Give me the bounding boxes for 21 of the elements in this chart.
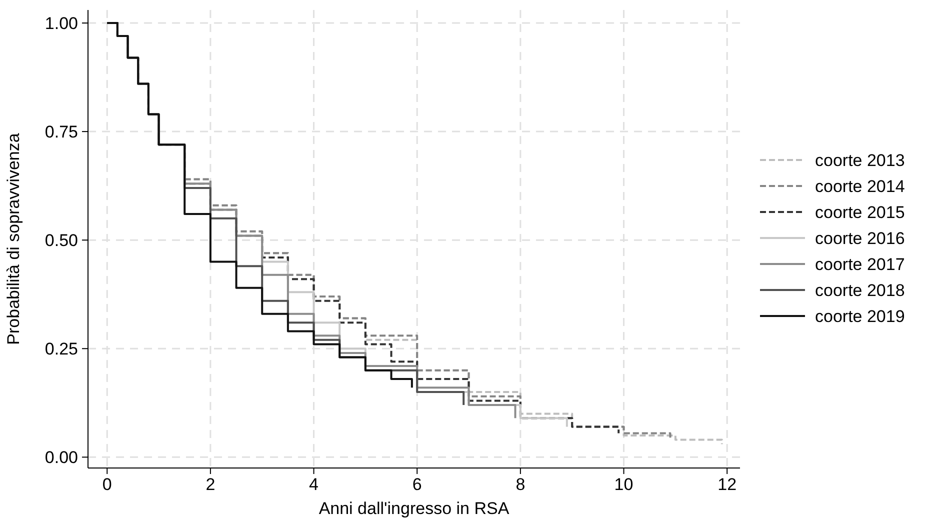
y-tick-label: 0.75: [44, 122, 78, 142]
legend-label: coorte 2013: [815, 151, 905, 170]
y-tick-label: 0.25: [44, 340, 78, 359]
legend-label: coorte 2014: [815, 177, 905, 196]
x-tick-label: 12: [718, 475, 737, 494]
x-tick-label: 0: [102, 475, 112, 494]
y-tick-label: 0.00: [44, 448, 78, 468]
x-tick-label: 8: [516, 475, 526, 494]
legend-label: coorte 2017: [815, 255, 905, 274]
y-axis-title: Probabilità di sopravvivenza: [4, 132, 23, 345]
legend-label: coorte 2016: [815, 229, 905, 248]
y-tick-label: 0.50: [44, 231, 78, 250]
y-tick-label: 1.00: [44, 14, 78, 34]
x-tick-label: 6: [412, 475, 422, 494]
x-tick-label: 2: [206, 475, 216, 494]
x-axis-title: Anni dall'ingresso in RSA: [318, 499, 510, 518]
legend-label: coorte 2019: [815, 307, 905, 326]
x-tick-label: 4: [309, 475, 319, 494]
legend-label: coorte 2015: [815, 203, 905, 222]
x-tick-label: 10: [614, 475, 634, 494]
legend-label: coorte 2018: [815, 281, 905, 300]
